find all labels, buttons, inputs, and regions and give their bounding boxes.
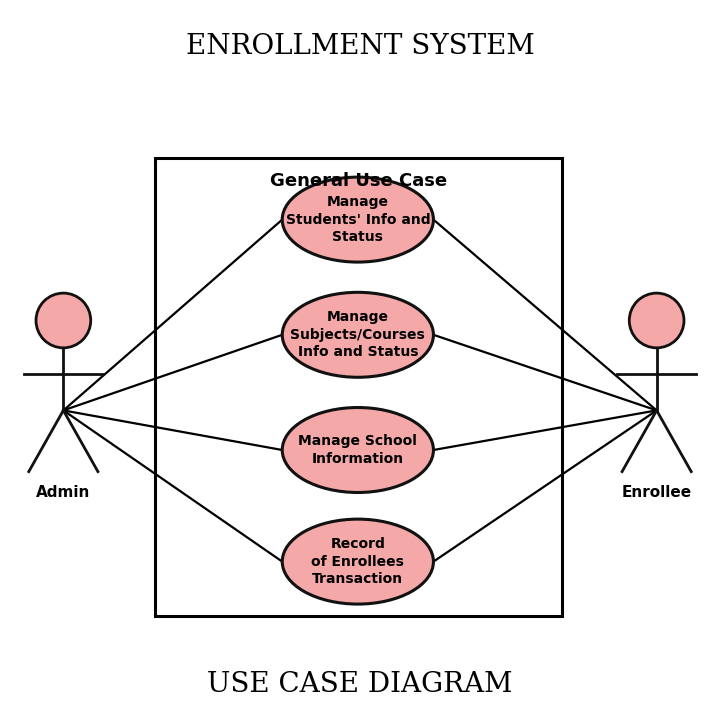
Text: Manage
Subjects/Courses
Info and Status: Manage Subjects/Courses Info and Status	[290, 310, 426, 359]
Ellipse shape	[282, 177, 433, 262]
Ellipse shape	[282, 292, 433, 377]
Text: Admin: Admin	[36, 485, 91, 500]
Circle shape	[629, 293, 684, 348]
Text: Manage
Students' Info and
Status: Manage Students' Info and Status	[286, 195, 430, 244]
Bar	[155, 158, 562, 616]
Ellipse shape	[282, 408, 433, 492]
Text: Record
of Enrollees
Transaction: Record of Enrollees Transaction	[312, 537, 404, 586]
Text: ENROLLMENT SYSTEM: ENROLLMENT SYSTEM	[186, 33, 534, 60]
Text: Enrollee: Enrollee	[621, 485, 692, 500]
Text: General Use Case: General Use Case	[269, 173, 447, 191]
Ellipse shape	[282, 519, 433, 604]
Text: Manage School
Information: Manage School Information	[298, 434, 418, 466]
Text: USE CASE DIAGRAM: USE CASE DIAGRAM	[207, 670, 513, 698]
Circle shape	[36, 293, 91, 348]
